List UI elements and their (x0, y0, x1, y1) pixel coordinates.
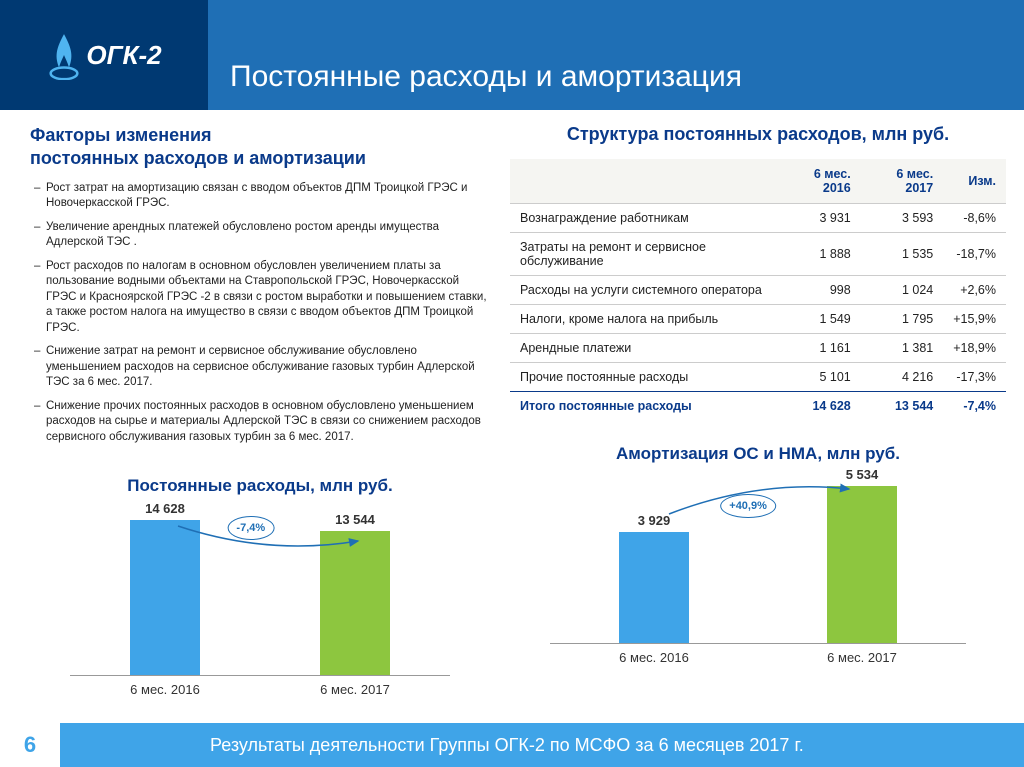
left-column: Факторы изменения постоянных расходов и … (30, 124, 510, 720)
table-cell: 1 888 (778, 233, 861, 276)
table-cell: 1 161 (778, 334, 861, 363)
factor-item: Снижение прочих постоянных расходов в ос… (30, 399, 490, 446)
table-cell: 1 549 (778, 305, 861, 334)
logo-area: ОГК-2 (0, 0, 208, 110)
table-cell: +18,9% (943, 334, 1006, 363)
table-cell: 1 024 (861, 276, 944, 305)
table-cell: Расходы на услуги системного оператора (510, 276, 778, 305)
table-cell: 998 (778, 276, 861, 305)
factor-item: Увеличение арендных платежей обусловлено… (30, 220, 490, 251)
table-cell: Итого постоянные расходы (510, 392, 778, 421)
table-cell: -7,4% (943, 392, 1006, 421)
table-cell: +2,6% (943, 276, 1006, 305)
table-cell: Вознаграждение работникам (510, 204, 778, 233)
flame-icon (46, 30, 82, 80)
table-cell: -8,6% (943, 204, 1006, 233)
chart1-title: Постоянные расходы, млн руб. (30, 476, 490, 496)
bar-category-label: 6 мес. 2017 (807, 650, 917, 665)
table-title: Структура постоянных расходов, млн руб. (510, 124, 1006, 145)
table-row: Арендные платежи1 1611 381+18,9% (510, 334, 1006, 363)
table-cell: 3 931 (778, 204, 861, 233)
table-row: Прочие постоянные расходы5 1014 216-17,3… (510, 363, 1006, 392)
table-header: 6 мес. 2017 (861, 159, 944, 204)
arrow-icon (168, 506, 368, 566)
table-cell: -17,3% (943, 363, 1006, 392)
page-number: 6 (0, 723, 60, 767)
bar-category-label: 6 мес. 2017 (300, 682, 410, 697)
table-cell: Налоги, кроме налога на прибыль (510, 305, 778, 334)
bar (619, 532, 689, 643)
table-row: Налоги, кроме налога на прибыль1 5491 79… (510, 305, 1006, 334)
factors-list: Рост затрат на амортизацию связан с ввод… (30, 181, 490, 446)
factors-heading: Факторы изменения постоянных расходов и … (30, 124, 490, 171)
table-cell: -18,7% (943, 233, 1006, 276)
table-cell: 4 216 (861, 363, 944, 392)
factor-item: Рост расходов по налогам в основном обус… (30, 259, 490, 337)
table-cell: 3 593 (861, 204, 944, 233)
table-row: Расходы на услуги системного оператора99… (510, 276, 1006, 305)
chart2-title: Амортизация ОС и НМА, млн руб. (510, 444, 1006, 464)
bar-category-label: 6 мес. 2016 (110, 682, 220, 697)
table-cell: 1 535 (861, 233, 944, 276)
content: Факторы изменения постоянных расходов и … (0, 110, 1024, 720)
right-column: Структура постоянных расходов, млн руб. … (510, 124, 1006, 720)
table-row: Вознаграждение работникам3 9313 593-8,6% (510, 204, 1006, 233)
table-cell: 13 544 (861, 392, 944, 421)
chart2: 3 9295 5346 мес. 20166 мес. 2017+40,9% (510, 474, 1006, 694)
factor-item: Рост затрат на амортизацию связан с ввод… (30, 181, 490, 212)
table-total-row: Итого постоянные расходы14 62813 544-7,4… (510, 392, 1006, 421)
table-row: Затраты на ремонт и сервисное обслуживан… (510, 233, 1006, 276)
table-cell: Арендные платежи (510, 334, 778, 363)
table-header: Изм. (943, 159, 1006, 204)
bar-category-label: 6 мес. 2016 (599, 650, 709, 665)
arrow-icon (659, 474, 859, 534)
table-cell: 1 381 (861, 334, 944, 363)
expenses-table: 6 мес. 20166 мес. 2017Изм.Вознаграждение… (510, 159, 1006, 420)
table-header: 6 мес. 2016 (778, 159, 861, 204)
table-cell: 1 795 (861, 305, 944, 334)
factor-item: Снижение затрат на ремонт и сервисное об… (30, 344, 490, 391)
header: ОГК-2 Постоянные расходы и амортизация (0, 0, 1024, 110)
page-title: Постоянные расходы и амортизация (230, 60, 742, 94)
chart1: 14 62813 5446 мес. 20166 мес. 2017-7,4% (30, 506, 490, 726)
logo-text: ОГК-2 (86, 40, 161, 71)
table-cell: Затраты на ремонт и сервисное обслуживан… (510, 233, 778, 276)
title-area: Постоянные расходы и амортизация (208, 0, 1024, 110)
table-header (510, 159, 778, 204)
table-cell: 14 628 (778, 392, 861, 421)
footer: 6 Результаты деятельности Группы ОГК-2 п… (0, 723, 1024, 767)
footer-text: Результаты деятельности Группы ОГК-2 по … (60, 735, 804, 756)
table-cell: Прочие постоянные расходы (510, 363, 778, 392)
table-cell: +15,9% (943, 305, 1006, 334)
table-cell: 5 101 (778, 363, 861, 392)
